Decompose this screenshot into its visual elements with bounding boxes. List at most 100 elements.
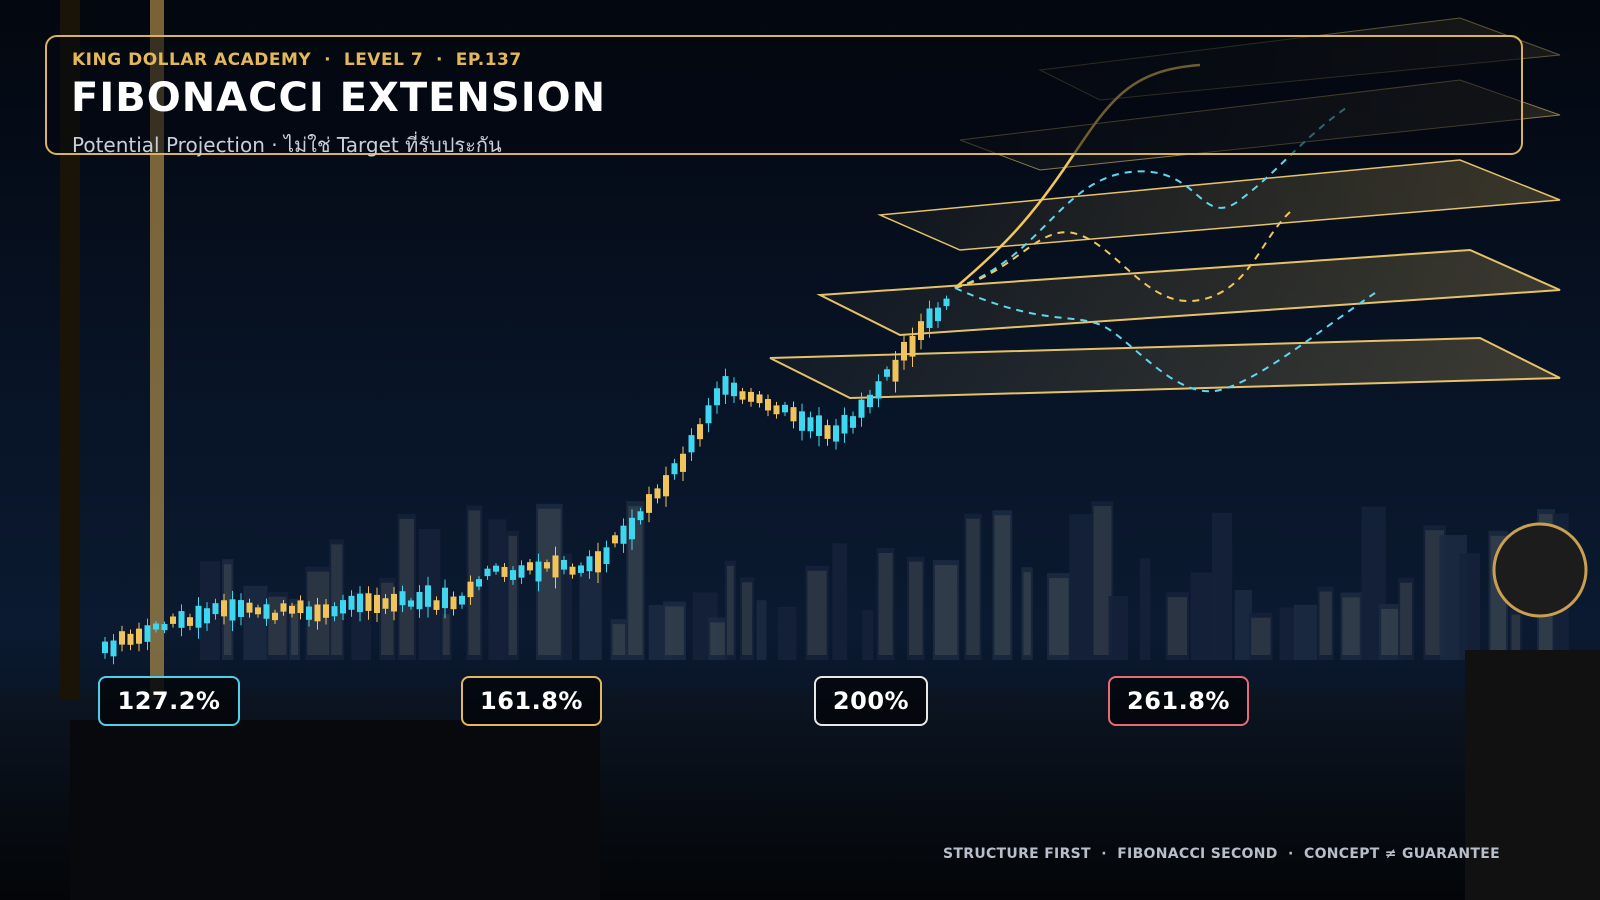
building-light xyxy=(1511,614,1521,655)
candle-body xyxy=(935,307,941,322)
building-light xyxy=(1425,530,1445,655)
building xyxy=(663,601,686,660)
candle-body xyxy=(459,595,465,605)
projection-path xyxy=(954,104,1351,289)
building xyxy=(862,610,874,660)
building-light xyxy=(710,622,726,655)
building xyxy=(1293,604,1318,660)
candle-body xyxy=(246,602,253,613)
building xyxy=(536,503,563,660)
candle-body xyxy=(773,405,780,415)
candle-body xyxy=(297,600,304,614)
candle-body xyxy=(476,579,482,587)
candle-body xyxy=(688,435,695,453)
candle-body xyxy=(399,591,406,606)
building-light xyxy=(807,570,827,655)
building xyxy=(1379,603,1403,660)
candle-body xyxy=(790,407,797,422)
candle-body xyxy=(909,335,916,357)
candle-body xyxy=(510,570,516,580)
candle-body xyxy=(705,405,712,424)
candle-body xyxy=(187,617,193,626)
candle-body xyxy=(212,603,219,615)
header-panel: KING DOLLAR ACADEMY · LEVEL 7 · EP.137 F… xyxy=(45,35,1523,157)
level-badge: 161.8% xyxy=(461,676,602,726)
pillar xyxy=(60,0,80,700)
building xyxy=(1459,553,1480,660)
candle-body xyxy=(901,341,907,361)
candle-body xyxy=(714,388,720,406)
candle-body xyxy=(756,394,763,404)
candle-body xyxy=(306,606,312,620)
candle-body xyxy=(807,417,814,432)
building-light xyxy=(1251,617,1271,655)
plane xyxy=(877,159,1561,251)
candle-body xyxy=(824,425,831,439)
building-light xyxy=(665,606,684,655)
candle-body xyxy=(484,568,491,577)
building xyxy=(876,547,895,660)
building xyxy=(626,501,645,660)
building-light xyxy=(1319,591,1332,655)
building xyxy=(221,559,234,660)
candle-body xyxy=(612,535,618,544)
candle-body xyxy=(586,556,593,572)
desk xyxy=(70,720,600,900)
pillar xyxy=(150,0,164,700)
building xyxy=(610,619,628,660)
candle-body xyxy=(875,381,882,399)
candle-body xyxy=(595,551,601,573)
building xyxy=(1091,501,1114,660)
building-light xyxy=(538,508,561,655)
building-light xyxy=(1093,506,1112,655)
candle-body xyxy=(748,391,754,402)
candle-body xyxy=(816,415,822,436)
building xyxy=(200,561,221,660)
candle-body xyxy=(833,425,839,442)
candle-body xyxy=(671,463,678,475)
candle-body xyxy=(425,585,431,607)
building xyxy=(1108,595,1129,660)
building-light xyxy=(1381,608,1401,655)
candle-body xyxy=(731,382,737,397)
candle-body xyxy=(331,606,338,617)
building-light xyxy=(878,552,893,655)
building-light xyxy=(331,544,343,655)
candle-body xyxy=(569,566,576,575)
building-light xyxy=(726,565,734,655)
side-table xyxy=(1465,650,1600,900)
candle-body xyxy=(892,359,899,382)
building xyxy=(1165,592,1189,660)
building xyxy=(1234,589,1252,660)
building-light xyxy=(1023,572,1031,655)
candle-body xyxy=(314,604,321,622)
candle-body xyxy=(552,555,559,578)
building xyxy=(708,617,728,660)
building xyxy=(964,513,982,660)
candle-body xyxy=(535,561,542,582)
candle-body xyxy=(195,605,202,628)
building xyxy=(832,543,848,660)
candle-body xyxy=(229,599,236,621)
building xyxy=(724,560,736,660)
candle-body xyxy=(255,607,261,615)
building xyxy=(992,510,1013,660)
candle-body xyxy=(127,633,134,645)
kicker: KING DOLLAR ACADEMY · LEVEL 7 · EP.137 xyxy=(72,50,522,70)
building-light xyxy=(934,565,958,655)
candle-body xyxy=(280,603,287,612)
candle-body xyxy=(858,399,865,418)
building xyxy=(329,539,345,660)
candle-body xyxy=(391,593,397,612)
candle-body xyxy=(527,562,533,571)
candle-body xyxy=(518,565,525,578)
candle-body xyxy=(765,399,771,411)
building xyxy=(1047,573,1071,660)
building xyxy=(561,553,572,660)
building xyxy=(1211,512,1233,660)
candle-body xyxy=(654,488,661,499)
projection-path xyxy=(954,287,1376,393)
candle-body xyxy=(374,594,380,614)
